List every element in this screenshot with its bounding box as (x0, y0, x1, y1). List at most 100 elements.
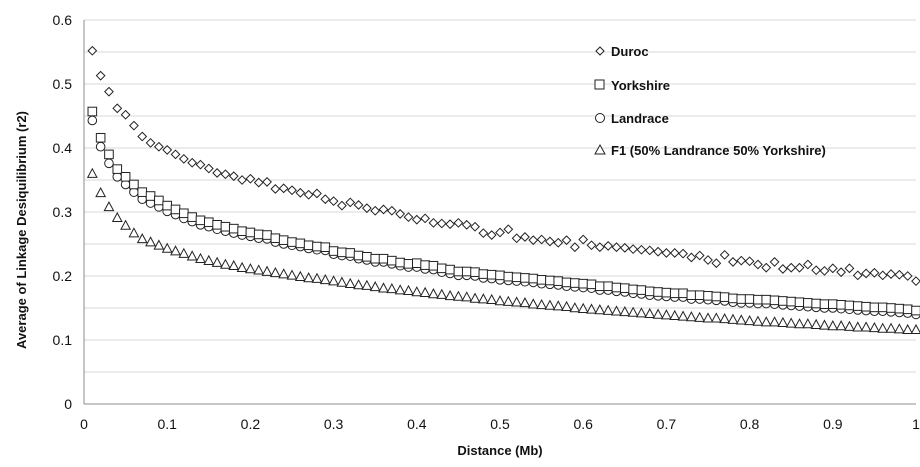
square-square-point (520, 273, 530, 283)
circle-circle-point (95, 141, 106, 152)
triangle-triangle-point (744, 314, 756, 326)
diamond-diamond-point (345, 197, 356, 208)
square-square-point (245, 227, 256, 238)
diamond-diamond-point (212, 168, 223, 178)
x-tick-label: 0.8 (740, 416, 760, 432)
diamond-diamond-point (420, 213, 431, 224)
triangle-triangle-point (785, 317, 797, 328)
square-square-point (162, 200, 172, 211)
legend-square-icon (594, 79, 605, 90)
diamond-diamond-point (603, 241, 614, 251)
square-square-point (253, 229, 264, 240)
square-square-point (187, 212, 197, 222)
triangle-triangle-point (877, 322, 889, 333)
diamond-diamond-point (287, 185, 297, 196)
square-square-point (778, 296, 788, 306)
square-square-point (536, 275, 547, 285)
diamond-diamond-point (353, 200, 364, 210)
square-square-point (403, 259, 414, 269)
square-square-point (337, 247, 347, 258)
diamond-diamond-point (911, 276, 920, 287)
square-square-point (836, 300, 846, 310)
square-square-point (154, 195, 164, 206)
diamond-diamond-point (594, 242, 605, 253)
diamond-diamond-point (728, 257, 738, 267)
diamond-diamond-point (769, 257, 780, 267)
triangle-triangle-point (868, 321, 880, 333)
square-square-point (611, 282, 622, 293)
square-square-point (861, 301, 871, 312)
diamond-diamond-point (303, 189, 314, 200)
triangle-triangle-point (86, 167, 98, 178)
square-square-point (869, 302, 880, 313)
diamond-diamond-point (87, 45, 98, 56)
triangle-triangle-point (278, 268, 290, 279)
triangle-triangle-point (652, 308, 664, 319)
triangle-triangle-point (319, 273, 331, 285)
diamond-diamond-point (270, 184, 281, 194)
square-square-point (694, 290, 705, 300)
diamond-diamond-point (486, 230, 497, 240)
square-square-point (786, 296, 797, 307)
square-square-point (803, 298, 813, 308)
diamond-diamond-point (711, 258, 722, 269)
square-square-point (661, 287, 672, 298)
square-square-point (112, 164, 123, 174)
square-square-point (129, 179, 139, 190)
triangle-triangle-point (694, 311, 706, 322)
legend-label-landrace: Landrace (611, 111, 669, 126)
square-square-point (511, 272, 522, 283)
square-square-point (353, 250, 364, 261)
gridlines (84, 19, 916, 373)
triangle-triangle-point (794, 318, 805, 329)
square-square-point (278, 235, 289, 245)
triangle-triangle-point (311, 272, 323, 283)
diamond-diamond-point (753, 259, 763, 270)
diamond-diamond-point (120, 109, 131, 120)
triangle-triangle-point (477, 293, 489, 304)
diamond-diamond-point (678, 248, 688, 259)
triangle-triangle-point (844, 320, 855, 331)
diamond-diamond-point (794, 262, 805, 273)
diamond-diamond-point (511, 233, 522, 244)
x-axis-title: Distance (Mb) (457, 443, 542, 458)
y-tick-labels: 0 0.1 0.2 0.3 0.4 0.5 0.6 (53, 12, 73, 412)
square-square-point (312, 241, 322, 252)
diamond-diamond-point (786, 262, 797, 273)
square-square-point (744, 294, 755, 304)
diamond-diamond-point (112, 103, 123, 114)
diamond-diamond-point (104, 86, 114, 97)
diamond-diamond-point (95, 70, 106, 81)
diamond-diamond-point (245, 173, 256, 184)
legend-label-f1: F1 (50% Landrance 50% Yorkshire) (611, 143, 826, 158)
diamond-diamond-point (195, 159, 206, 170)
square-square-point (844, 300, 855, 311)
x-tick-label: 0.1 (157, 416, 177, 432)
square-square-point (420, 260, 430, 270)
diamond-diamond-point (877, 270, 888, 281)
square-square-point (686, 290, 697, 300)
y-tick-label: 0.3 (53, 204, 73, 220)
diamond-diamond-point (636, 244, 647, 255)
triangle-triangle-point (519, 297, 531, 308)
square-square-point (395, 257, 405, 268)
square-square-point (428, 260, 439, 271)
triangle-triangle-point (586, 303, 597, 314)
square-square-point (553, 276, 564, 286)
triangle-triangle-point (244, 263, 256, 274)
square-square-point (578, 278, 589, 289)
triangle-triangle-point (394, 284, 406, 295)
square-square-point (620, 283, 630, 293)
diamond-diamond-point (278, 183, 289, 194)
triangle-triangle-point (236, 261, 248, 272)
triangle-triangle-point (469, 292, 481, 303)
diamond-diamond-point (586, 240, 597, 251)
legend-item-duroc: Duroc (595, 44, 649, 59)
diamond-diamond-point (378, 204, 389, 215)
triangle-triangle-point (769, 316, 780, 327)
diamond-diamond-point (461, 219, 472, 230)
square-square-point (877, 302, 888, 313)
series-f1-50-landrance-50-yorkshire (86, 167, 920, 335)
y-tick-label: 0.5 (53, 76, 73, 92)
